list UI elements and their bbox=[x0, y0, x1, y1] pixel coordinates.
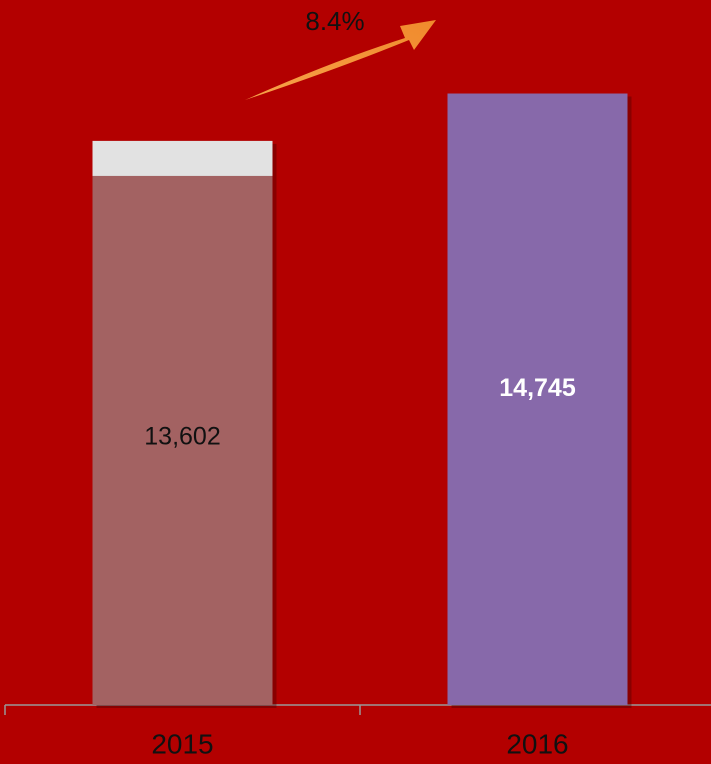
value-label: 14,745 bbox=[499, 374, 576, 402]
bar bbox=[447, 93, 628, 705]
x-tick-label: 2015 bbox=[151, 728, 213, 759]
bar-cap bbox=[92, 140, 273, 176]
x-tick-label: 2016 bbox=[506, 728, 568, 759]
value-label: 13,602 bbox=[144, 423, 220, 451]
growth-arrow bbox=[245, 20, 436, 100]
growth-annotation: 8.4% bbox=[305, 6, 364, 36]
bar bbox=[92, 140, 273, 705]
